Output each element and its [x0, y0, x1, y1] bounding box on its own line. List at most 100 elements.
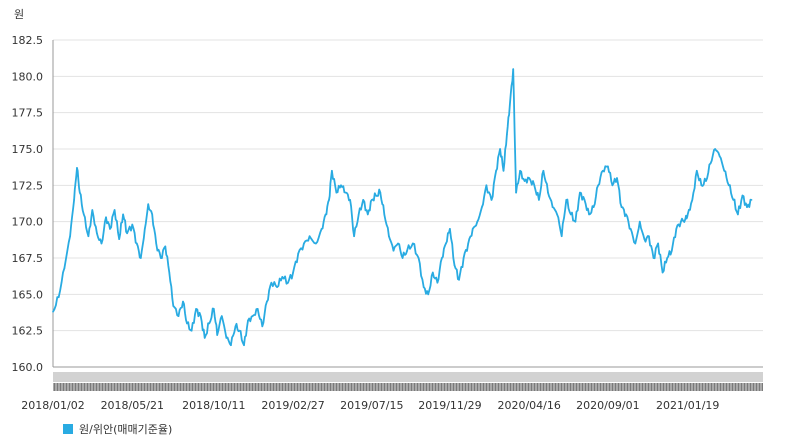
- data-point: [533, 184, 536, 187]
- navigator-ticks[interactable]: [53, 383, 763, 391]
- navigator-track[interactable]: [53, 372, 763, 382]
- data-point: [528, 177, 530, 179]
- data-point: [727, 184, 730, 187]
- data-point: [251, 315, 254, 317]
- data-point: [648, 235, 650, 237]
- data-point: [105, 216, 107, 219]
- data-point: [519, 170, 521, 172]
- data-point: [266, 300, 268, 303]
- data-point: [579, 191, 581, 194]
- data-point: [136, 242, 138, 245]
- data-point: [225, 337, 228, 339]
- data-point: [159, 257, 162, 259]
- data-point: [714, 148, 716, 150]
- data-point: [331, 170, 333, 172]
- data-point: [100, 242, 103, 245]
- data-point: [607, 165, 609, 168]
- data-point: [270, 281, 273, 284]
- data-point: [467, 242, 469, 245]
- data-point: [190, 329, 193, 332]
- data-point: [574, 220, 577, 223]
- data-point: [417, 257, 420, 259]
- data-point: [216, 334, 219, 336]
- data-point: [155, 242, 158, 245]
- data-point: [147, 203, 150, 206]
- y-tick-label: 162.5: [12, 325, 44, 338]
- data-point: [737, 213, 739, 216]
- data-point: [303, 242, 305, 245]
- data-point: [523, 180, 526, 182]
- data-point: [445, 242, 447, 245]
- y-tick-label: 182.5: [12, 34, 44, 47]
- data-point: [52, 310, 54, 313]
- data-point: [565, 199, 568, 201]
- data-point: [583, 199, 586, 201]
- y-tick-label: 175.0: [12, 143, 44, 156]
- data-point: [556, 213, 558, 216]
- data-point: [392, 249, 395, 252]
- data-point: [168, 271, 171, 274]
- x-tick-label: 2021/01/19: [656, 399, 719, 412]
- data-point: [427, 293, 430, 296]
- data-point: [666, 257, 668, 259]
- data-point: [374, 194, 377, 197]
- data-point: [542, 170, 545, 172]
- data-point: [315, 242, 317, 245]
- data-point: [508, 104, 511, 107]
- data-point: [453, 264, 456, 267]
- data-point: [247, 319, 249, 322]
- data-point: [357, 213, 360, 216]
- data-point: [449, 228, 451, 230]
- data-point: [324, 213, 327, 216]
- data-point: [597, 184, 599, 187]
- data-point: [122, 213, 124, 216]
- data-point: [675, 228, 678, 230]
- data-point: [383, 213, 386, 216]
- data-point: [276, 286, 278, 288]
- data-point: [422, 286, 425, 288]
- data-point: [639, 220, 641, 223]
- data-point: [547, 191, 549, 194]
- data-point: [261, 325, 264, 328]
- y-tick-label: 177.5: [12, 107, 44, 120]
- data-point: [661, 271, 664, 274]
- data-point: [349, 199, 351, 201]
- range-navigator[interactable]: [53, 372, 763, 391]
- data-point: [732, 199, 735, 201]
- data-point: [131, 223, 134, 226]
- data-point: [234, 325, 237, 328]
- y-tick-label: 172.5: [12, 179, 44, 192]
- data-point: [287, 281, 289, 284]
- legend-label[interactable]: 원/위안(매매기준율): [79, 423, 172, 436]
- data-point: [87, 235, 90, 237]
- data-point: [471, 228, 474, 230]
- data-point: [652, 257, 655, 259]
- data-point: [118, 238, 120, 240]
- data-point: [485, 184, 488, 187]
- data-point: [281, 276, 284, 278]
- data-point: [144, 228, 146, 230]
- data-point: [476, 220, 479, 223]
- data-point: [76, 167, 78, 169]
- data-point: [481, 206, 483, 208]
- legend[interactable]: 원/위안(매매기준율): [63, 423, 172, 436]
- x-tick-label: 2019/07/15: [340, 399, 403, 412]
- data-point: [441, 257, 443, 259]
- legend-swatch: [63, 424, 73, 434]
- data-point: [499, 148, 501, 150]
- series-layer: [52, 68, 753, 347]
- data-point: [750, 199, 753, 201]
- data-point: [63, 267, 66, 269]
- data-point: [502, 170, 505, 172]
- data-point: [182, 300, 184, 303]
- x-tick-label: 2020/04/16: [497, 399, 560, 412]
- data-point: [388, 235, 390, 237]
- data-point: [670, 249, 673, 252]
- data-point: [79, 191, 81, 194]
- data-point: [177, 315, 180, 317]
- data-point: [292, 271, 294, 274]
- data-point: [512, 68, 515, 70]
- data-point: [643, 238, 646, 240]
- data-point: [335, 191, 338, 194]
